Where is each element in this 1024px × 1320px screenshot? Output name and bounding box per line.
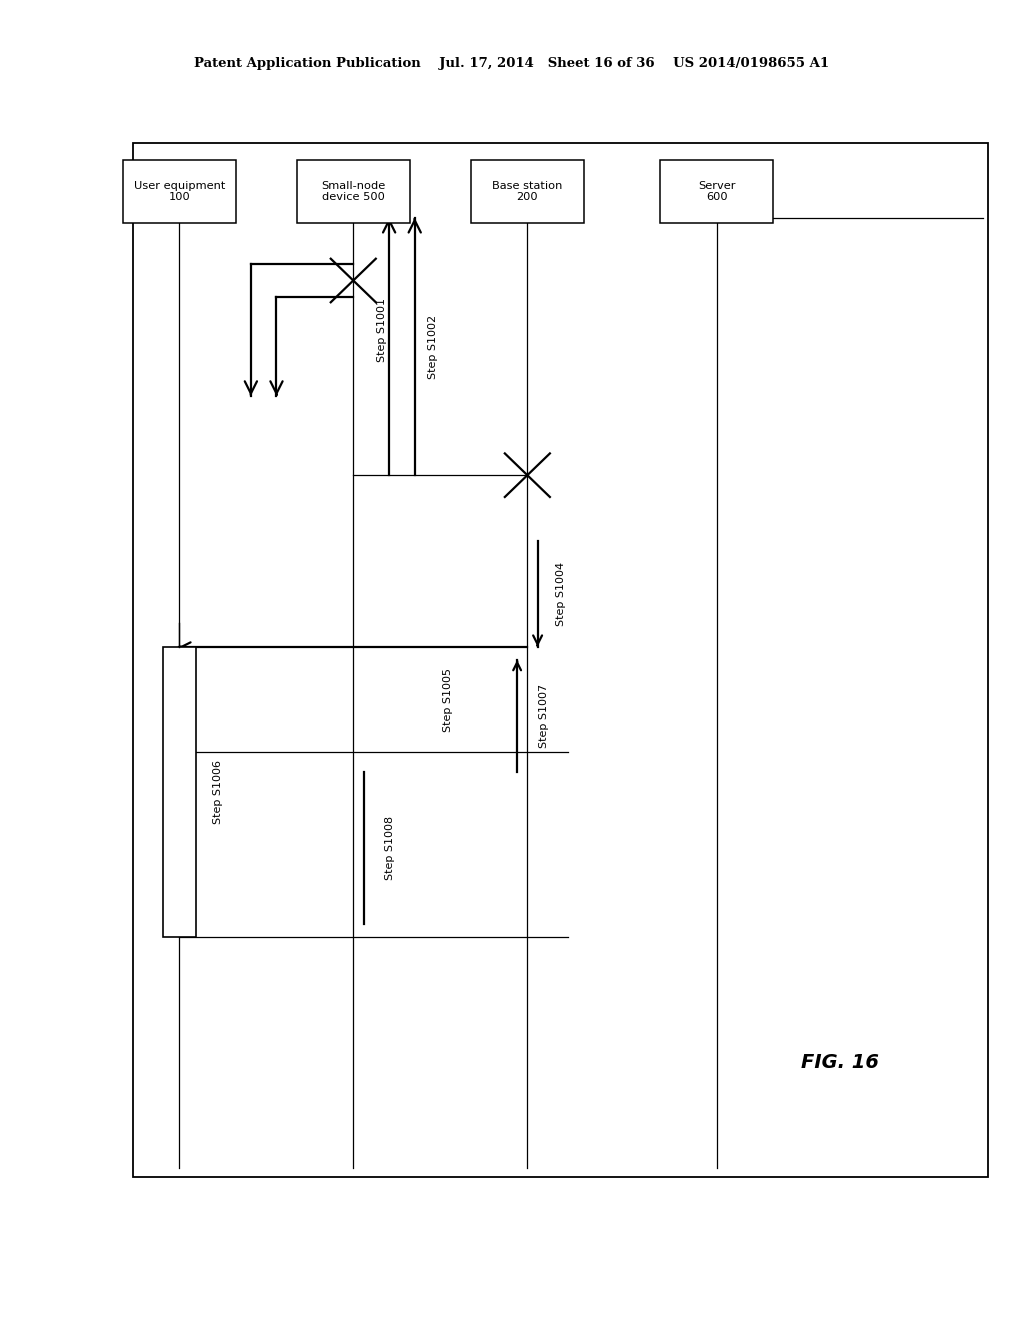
Text: Small-node
device 500: Small-node device 500 <box>322 181 385 202</box>
Text: Step S1004: Step S1004 <box>556 562 566 626</box>
Text: Step S1002: Step S1002 <box>428 314 438 379</box>
Bar <box>163 647 196 937</box>
Bar <box>133 143 988 1177</box>
Bar <box>123 160 236 223</box>
Text: Step S1007: Step S1007 <box>539 684 549 748</box>
Bar <box>297 160 410 223</box>
Text: Step S1001: Step S1001 <box>377 298 387 362</box>
Text: User equipment
100: User equipment 100 <box>133 181 225 202</box>
Text: Patent Application Publication    Jul. 17, 2014   Sheet 16 of 36    US 2014/0198: Patent Application Publication Jul. 17, … <box>195 57 829 70</box>
Bar <box>660 160 773 223</box>
Text: Step S1006: Step S1006 <box>213 760 223 824</box>
Text: FIG. 16: FIG. 16 <box>801 1053 879 1072</box>
Bar <box>471 160 584 223</box>
Text: Base station
200: Base station 200 <box>493 181 562 202</box>
Text: Server
600: Server 600 <box>698 181 735 202</box>
Text: Step S1005: Step S1005 <box>443 668 454 731</box>
Text: Step S1008: Step S1008 <box>385 816 395 880</box>
